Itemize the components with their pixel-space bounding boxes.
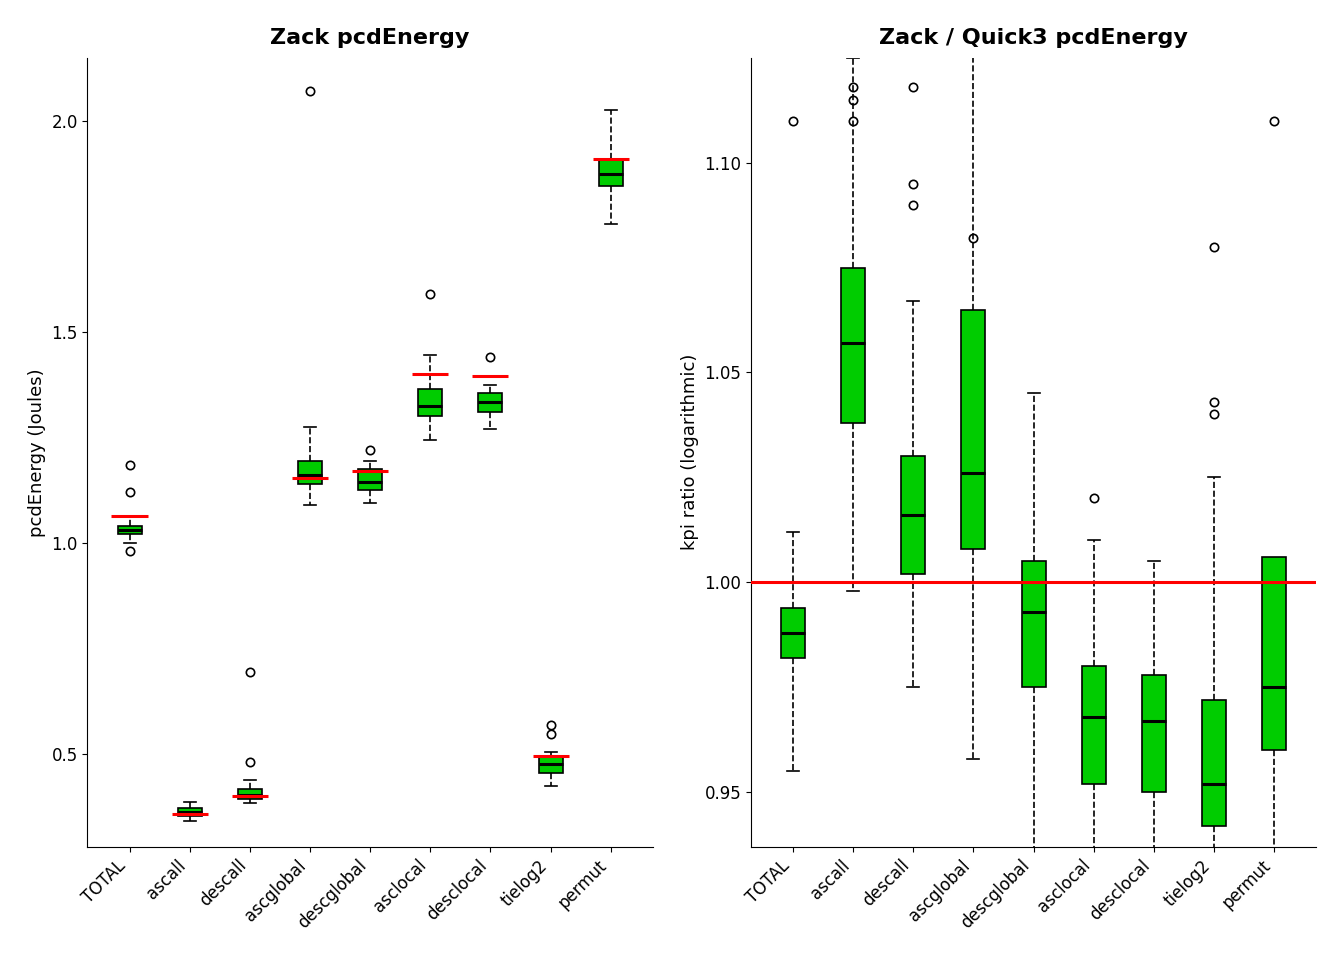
Bar [902, 456, 925, 574]
Bar [1202, 700, 1226, 826]
Bar [539, 756, 563, 773]
Bar [177, 808, 202, 816]
Title: Zack / Quick3 pcdEnergy: Zack / Quick3 pcdEnergy [879, 28, 1188, 48]
Bar [781, 608, 805, 658]
Y-axis label: pcdEnergy (Joules): pcdEnergy (Joules) [28, 368, 46, 537]
Bar [358, 469, 382, 491]
Bar [1021, 562, 1046, 687]
Bar [1142, 675, 1165, 792]
Y-axis label: kpi ratio (logarithmic): kpi ratio (logarithmic) [680, 354, 699, 550]
Bar [961, 309, 985, 549]
Bar [598, 159, 622, 186]
Bar [418, 389, 442, 417]
Title: Zack pcdEnergy: Zack pcdEnergy [270, 28, 470, 48]
Bar [238, 788, 262, 799]
Bar [1082, 666, 1106, 783]
Bar [478, 394, 503, 412]
Bar [1262, 557, 1286, 750]
Bar [298, 461, 323, 484]
Bar [117, 526, 141, 535]
Bar [841, 268, 866, 422]
